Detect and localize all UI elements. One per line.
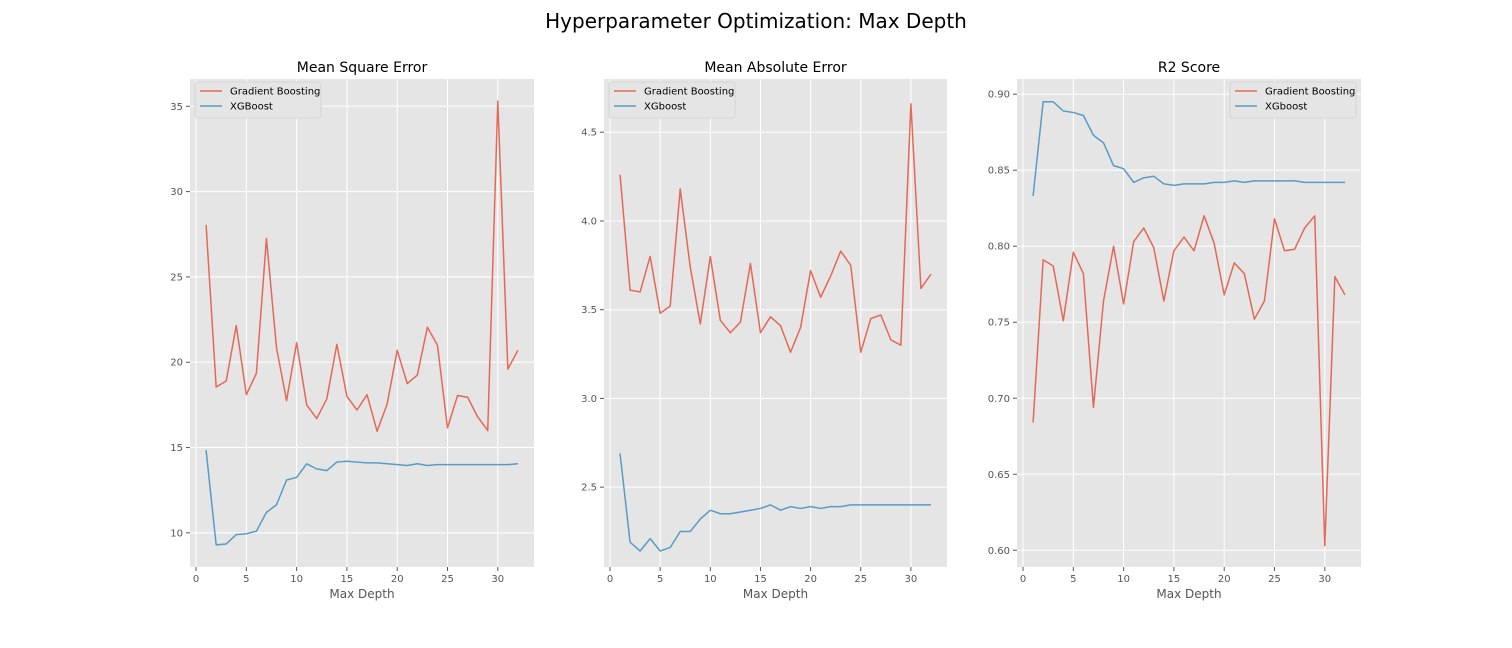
legend: Gradient Boosting XGboost [1229,81,1357,119]
legend-box [194,81,322,119]
x-tick-label: 25 [854,574,867,585]
y-tick-label: 0.90 [988,90,1010,101]
series-line-gradient-boosting [1032,215,1346,547]
legend-box [1229,81,1357,119]
y-tick-label: 0.85 [988,166,1010,177]
plot-area [604,79,947,567]
chart-title: Mean Square Error [297,60,428,76]
x-tick-label: 15 [754,574,767,585]
x-tick-label: 25 [441,574,454,585]
chart-title: R2 Score [1158,60,1220,76]
y-tick-label: 3.5 [581,305,597,316]
legend: Gradient Boosting XGboost [608,81,736,119]
y-tick-label: 0.60 [988,546,1010,557]
x-tick-label: 10 [704,574,717,585]
legend-label: XGboost [644,102,686,113]
y-tick-label: 10 [170,528,183,539]
y-tick-label: 25 [170,272,183,283]
legend-label: Gradient Boosting [644,87,734,98]
y-tick-label: 15 [170,443,183,454]
legend-label: Gradient Boosting [1265,87,1355,98]
y-tick-label: 20 [170,358,183,369]
x-tick-label: 5 [243,574,249,585]
x-tick-label: 30 [905,574,918,585]
legend: Gradient Boosting XGBoost [194,81,322,119]
x-tick-label: 20 [391,574,404,585]
series-line-gradient-boosting [205,100,519,433]
x-tick-label: 20 [804,574,817,585]
x-tick-label: 30 [1318,574,1331,585]
legend-box [608,81,736,119]
y-tick-label: 0.80 [988,242,1010,253]
legend-label: Gradient Boosting [230,87,320,98]
y-tick-label: 0.75 [988,318,1010,329]
chart-panel-1: 0 5 10 15 20 25 30 10 15 20 25 30 35 Mean Square Erro… [170,60,534,601]
legend-label: XGboost [1265,102,1307,113]
x-tick-label: 10 [290,574,303,585]
x-tick-label: 5 [657,574,663,585]
x-tick-label: 5 [1070,574,1076,585]
x-tick-label: 20 [1218,574,1231,585]
x-tick-label: 0 [607,574,613,585]
x-tick-label: 0 [1020,574,1026,585]
y-tick-label: 2.5 [581,483,597,494]
x-axis-label: Max Depth [1156,587,1221,601]
y-tick-label: 35 [170,102,183,113]
y-tick-label: 0.65 [988,470,1010,481]
series-line-xgboost [1032,101,1345,197]
x-tick-label: 25 [1268,574,1281,585]
chart-panel-3: 0 5 10 15 20 25 30 0.60 0.65 0.70 0.75 0.80 0.85 0.90… [988,60,1361,601]
y-tick-label: 3.0 [581,394,597,405]
chart-panel-2: 0 5 10 15 20 25 30 2.5 3.0 3.5 4.0 4.5 Mean Absolute… [581,60,947,601]
series-line-xgboost [619,453,931,552]
plot-area [1017,79,1361,567]
legend-label: XGBoost [230,102,273,113]
x-axis-label: Max Depth [743,587,808,601]
series-line-gradient-boosting [619,103,932,354]
y-tick-label: 4.0 [581,216,597,227]
x-axis-label: Max Depth [329,587,394,601]
x-tick-label: 15 [1168,574,1181,585]
y-tick-label: 30 [170,187,183,198]
x-tick-label: 0 [193,574,199,585]
y-tick-label: 0.70 [988,394,1010,405]
plot-area [190,79,534,567]
x-tick-label: 15 [341,574,354,585]
series-line-xgboost [205,450,518,546]
x-tick-label: 10 [1117,574,1130,585]
x-tick-label: 30 [491,574,504,585]
figure-title: Hyperparameter Optimization: Max Depth [545,9,967,33]
y-tick-label: 4.5 [581,128,597,139]
chart-title: Mean Absolute Error [704,60,847,76]
